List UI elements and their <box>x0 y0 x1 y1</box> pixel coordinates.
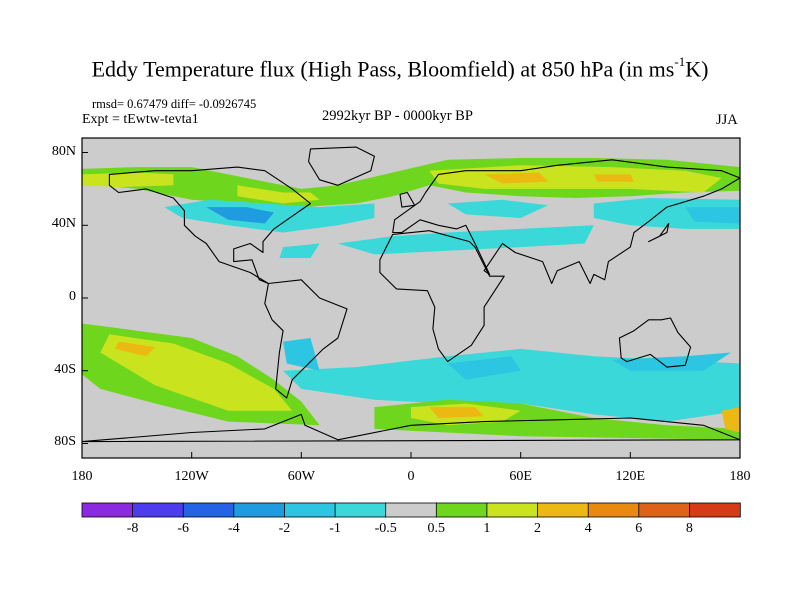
siberia-orange <box>484 172 549 184</box>
colorbar-label: -6 <box>177 521 190 536</box>
lon-label: 120E <box>615 469 646 484</box>
experiment-label: Expt = tEwtw-tevta1 <box>82 112 199 127</box>
lon-label: 120W <box>174 469 209 484</box>
contour-fields <box>82 158 740 440</box>
colorbar <box>81 502 741 518</box>
siberia-orange-e <box>593 174 634 182</box>
lat-label: 80N <box>51 143 76 159</box>
antarctica-coast <box>82 413 740 443</box>
colorbar-label: 6 <box>635 521 643 536</box>
satl-blue <box>283 338 320 371</box>
npac-blue <box>685 207 740 224</box>
asia-cyan <box>337 225 594 255</box>
colorbar-swatch <box>81 502 134 518</box>
colorbar-swatch <box>182 502 235 518</box>
nh-band-yellow-c <box>237 185 320 204</box>
coastlines <box>82 146 740 443</box>
lon-label: 180 <box>729 469 751 484</box>
pac-edge-orange <box>721 407 740 433</box>
colorbar-label: 0.5 <box>427 521 446 536</box>
saust-blue <box>612 352 731 371</box>
so-orange <box>429 407 485 418</box>
japan-coast <box>648 222 670 243</box>
uk-coast <box>399 191 416 208</box>
colorbar-swatch <box>284 502 336 518</box>
nh-band-yellow-w <box>82 172 174 188</box>
colorbar-swatch <box>486 502 539 518</box>
colorbar-swatch <box>132 502 184 518</box>
colorbar-label: -1 <box>329 521 341 536</box>
greenland-coast <box>308 146 375 186</box>
plot-title: Eddy Temperature flux (High Pass, Bloomf… <box>91 54 709 82</box>
colorbar-swatch <box>385 502 438 518</box>
lat-label: 80S <box>54 434 76 450</box>
colorbar-swatch <box>233 502 286 518</box>
lat-label: 0 <box>69 289 76 304</box>
eurasia-coast <box>392 159 740 285</box>
africa-coast <box>379 230 505 363</box>
australia-coast <box>618 317 692 368</box>
colorbar-swatch <box>587 502 640 518</box>
colorbar-swatch <box>435 502 488 518</box>
sind-blue <box>447 356 521 380</box>
axis-ticks <box>81 152 741 458</box>
colorbar-label: -0.5 <box>374 521 397 536</box>
colorbar-label: -2 <box>278 521 291 536</box>
stats-label: rmsd= 0.67479 diff= -0.0926745 <box>92 97 257 111</box>
south-america-coast <box>264 279 348 399</box>
colorbar-swatch <box>537 502 589 518</box>
colorbar-swatch <box>334 502 387 518</box>
lon-label: 0 <box>407 469 415 484</box>
na-track-blue <box>206 207 274 224</box>
eurasia-cyan <box>447 199 549 218</box>
colorbar-label: 8 <box>685 521 693 536</box>
lon-label: 180 <box>71 469 93 484</box>
period-label: 2992kyr BP - 0000kyr BP <box>322 108 473 124</box>
siberia-yellow <box>429 165 722 193</box>
asia-cyan-2 <box>279 243 320 258</box>
colorbar-label: 2 <box>534 521 542 536</box>
colorbar-swatch <box>638 502 691 518</box>
lon-label: 60W <box>287 469 315 484</box>
colorbar-label: -8 <box>126 521 139 536</box>
lat-label: 40N <box>51 216 76 232</box>
lat-label: 40S <box>54 361 76 377</box>
lon-label: 60E <box>509 469 532 484</box>
colorbar-label: -4 <box>228 521 240 536</box>
colorbar-label: 4 <box>584 521 592 536</box>
colorbar-label: 1 <box>483 521 491 536</box>
spac-orange <box>114 341 156 357</box>
north-america-coast <box>108 166 312 285</box>
season-label: JJA <box>716 112 738 128</box>
colorbar-swatch <box>689 502 741 518</box>
